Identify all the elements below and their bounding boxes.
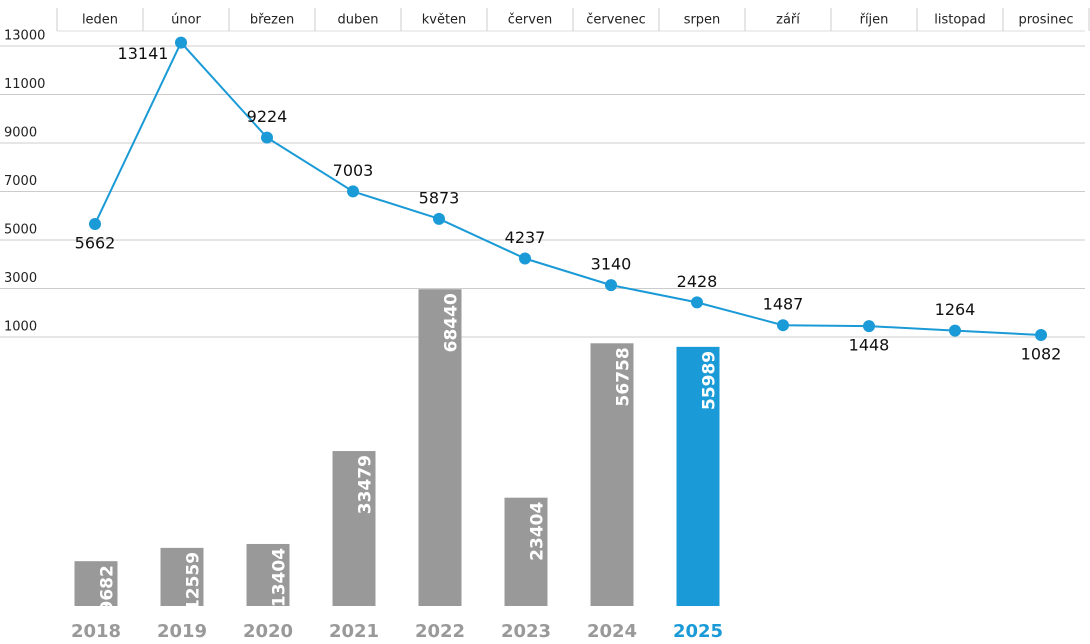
- marker: [433, 212, 445, 225]
- data-label: 1487: [763, 295, 804, 314]
- marker: [261, 131, 273, 144]
- x-tick-label: 2024: [587, 621, 637, 642]
- marker: [605, 279, 617, 292]
- data-label: 1448: [849, 336, 890, 355]
- y-tick-label: 5000: [4, 223, 37, 238]
- bar-value-label: 56758: [614, 347, 634, 406]
- data-label: 5873: [419, 188, 460, 207]
- x-tick-label: srpen: [684, 13, 721, 28]
- marker: [519, 252, 531, 265]
- x-tick-label: květen: [422, 13, 467, 28]
- bar: [332, 451, 376, 606]
- x-tick-label: 2021: [329, 621, 379, 642]
- bar: [160, 547, 204, 606]
- y-tick-label: 9000: [4, 126, 37, 141]
- bar-value-label: 33479: [356, 455, 376, 514]
- bar-value-label: 23404: [528, 502, 548, 561]
- marker: [175, 36, 187, 49]
- x-tick-label: 2022: [415, 621, 465, 642]
- bar-value-label: 13404: [270, 548, 290, 607]
- x-tick-label: 2025: [673, 621, 723, 642]
- x-tick-label: červen: [508, 13, 552, 28]
- y-tick-label: 7000: [4, 174, 37, 189]
- y-tick-label: 1000: [4, 320, 37, 335]
- x-tick-label: prosinec: [1018, 13, 1073, 28]
- data-label: 7003: [333, 161, 374, 180]
- data-label: 1082: [1021, 345, 1062, 364]
- marker: [863, 320, 875, 333]
- x-tick-label: červenec: [586, 13, 646, 28]
- x-tick-label: září: [776, 13, 800, 28]
- bar: [590, 343, 634, 606]
- x-tick-label: únor: [171, 13, 201, 28]
- marker: [89, 217, 101, 230]
- bar-value-label: 9682: [98, 565, 118, 612]
- x-tick-label: 2018: [71, 621, 121, 642]
- data-label: 4237: [505, 228, 546, 247]
- bar: [246, 543, 290, 606]
- marker: [347, 185, 359, 198]
- x-tick-label: listopad: [934, 13, 986, 28]
- data-label: 1264: [935, 300, 976, 319]
- x-tick-label: březen: [250, 13, 294, 28]
- marker: [949, 324, 961, 337]
- data-label: 5662: [75, 233, 116, 252]
- bar-value-label: 68440: [442, 293, 462, 352]
- x-tick-label: 2020: [243, 621, 293, 642]
- x-tick-label: 2019: [157, 621, 207, 642]
- marker: [691, 296, 703, 309]
- data-label: 9224: [247, 107, 288, 126]
- x-tick-label: duben: [338, 13, 379, 28]
- y-tick-label: 13000: [4, 29, 45, 44]
- bar: [504, 497, 548, 606]
- marker: [777, 319, 789, 332]
- bar-value-label: 12559: [184, 552, 204, 611]
- bar: [418, 289, 462, 606]
- x-tick-label: říjen: [860, 13, 889, 28]
- marker: [1035, 329, 1047, 342]
- x-tick-label: 2023: [501, 621, 551, 642]
- x-tick-label: leden: [82, 13, 118, 28]
- line: [94, 40, 1042, 337]
- y-tick-label: 3000: [4, 271, 37, 286]
- bar: [74, 561, 118, 606]
- data-label: 13141: [118, 44, 169, 63]
- data-label: 2428: [677, 272, 718, 291]
- bar-value-label: 55989: [700, 351, 720, 410]
- y-tick-label: 11000: [4, 77, 45, 92]
- data-label: 3140: [591, 255, 632, 274]
- bar: [676, 346, 720, 606]
